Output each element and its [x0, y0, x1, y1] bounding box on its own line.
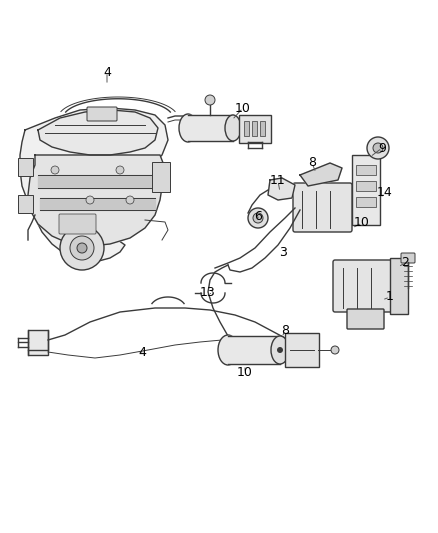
Bar — [352, 155, 380, 225]
Text: 9: 9 — [378, 141, 386, 155]
FancyBboxPatch shape — [285, 333, 319, 367]
Text: 4: 4 — [103, 66, 111, 78]
Bar — [356, 181, 376, 191]
FancyBboxPatch shape — [293, 183, 352, 232]
Circle shape — [86, 196, 94, 204]
Circle shape — [116, 166, 124, 174]
Bar — [356, 197, 376, 207]
Circle shape — [277, 347, 283, 353]
Polygon shape — [268, 178, 295, 200]
Circle shape — [70, 236, 94, 260]
FancyBboxPatch shape — [87, 107, 117, 121]
FancyBboxPatch shape — [401, 253, 415, 263]
Ellipse shape — [225, 115, 241, 141]
Circle shape — [60, 226, 104, 270]
Ellipse shape — [218, 335, 238, 365]
Circle shape — [367, 137, 389, 159]
Bar — [152, 162, 170, 192]
FancyBboxPatch shape — [59, 214, 96, 234]
Text: 10: 10 — [235, 101, 251, 115]
Text: 10: 10 — [237, 367, 253, 379]
Circle shape — [205, 95, 215, 105]
Text: 11: 11 — [270, 174, 286, 188]
Bar — [260, 121, 265, 136]
Circle shape — [253, 213, 263, 223]
Polygon shape — [300, 163, 342, 186]
Circle shape — [331, 346, 339, 354]
FancyBboxPatch shape — [333, 260, 392, 312]
Polygon shape — [28, 155, 165, 246]
FancyBboxPatch shape — [347, 309, 384, 329]
FancyBboxPatch shape — [239, 115, 271, 143]
Ellipse shape — [179, 114, 197, 142]
Circle shape — [373, 143, 383, 153]
Bar — [18, 195, 33, 213]
Text: 2: 2 — [401, 256, 409, 270]
Circle shape — [126, 196, 134, 204]
Circle shape — [51, 166, 59, 174]
Bar — [356, 165, 376, 175]
Bar — [252, 121, 257, 136]
Ellipse shape — [271, 336, 289, 364]
Bar — [390, 258, 408, 314]
Text: 6: 6 — [254, 211, 262, 223]
Text: 8: 8 — [281, 324, 289, 336]
Bar — [28, 330, 48, 355]
Text: 3: 3 — [279, 246, 287, 260]
Text: 1: 1 — [386, 290, 394, 303]
Polygon shape — [38, 110, 158, 155]
Text: 14: 14 — [377, 187, 393, 199]
Circle shape — [77, 243, 87, 253]
Bar — [244, 121, 249, 136]
Text: 13: 13 — [200, 286, 216, 298]
Text: 8: 8 — [308, 157, 316, 169]
Text: 10: 10 — [354, 216, 370, 230]
Polygon shape — [20, 108, 168, 262]
Text: 4: 4 — [138, 345, 146, 359]
Circle shape — [248, 208, 268, 228]
Bar — [18, 158, 33, 176]
